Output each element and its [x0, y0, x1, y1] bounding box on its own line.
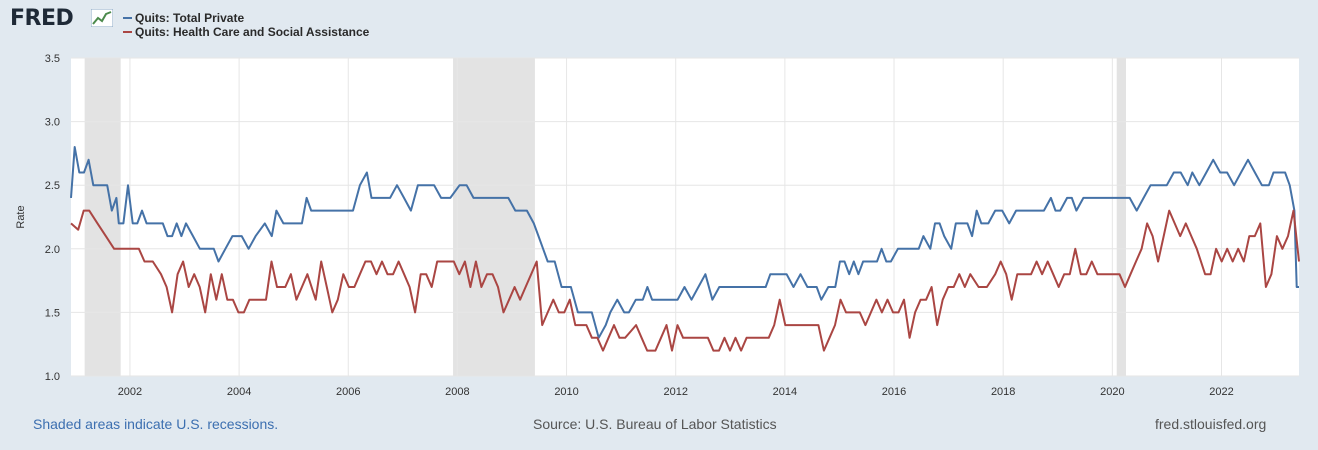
chart-legend: Quits: Total Private Quits: Health Care … — [123, 11, 369, 39]
legend-label-total-private: Quits: Total Private — [135, 11, 245, 25]
line-chart[interactable]: 1.01.52.02.53.03.5 2002 2004 2006 2008 2010 2… — [0, 0, 1318, 410]
source-text: Source: U.S. Bureau of Labor Statistics — [533, 416, 777, 432]
y-tick-label-3: 2.5 — [45, 180, 60, 192]
y-tick-label-4: 3.0 — [45, 117, 60, 129]
legend-swatch-total-private — [123, 17, 132, 19]
legend-label-health-care: Quits: Health Care and Social Assistance — [135, 25, 370, 39]
x-tick-label-9: 2020 — [1100, 386, 1124, 398]
x-tick-labels: 2002 2004 2006 2008 2010 2012 2014 2016 2018 2020… — [118, 386, 1234, 398]
y-axis-label: Rate — [15, 205, 27, 228]
site-link[interactable]: fred.stlouisfed.org — [1155, 416, 1267, 432]
legend-item-health-care[interactable]: Quits: Health Care and Social Assistance — [123, 25, 369, 39]
x-tick-label-4: 2010 — [554, 386, 578, 398]
series-line-0[interactable] — [70, 146, 1299, 339]
x-tick-label-5: 2012 — [663, 386, 687, 398]
fred-logo[interactable]: FRED — [10, 6, 74, 31]
x-tick-label-10: 2022 — [1209, 386, 1233, 398]
legend-swatch-health-care — [123, 31, 132, 33]
y-tick-label-1: 1.5 — [45, 307, 60, 319]
fred-logo-graph-icon — [91, 9, 113, 27]
x-tick-label-7: 2016 — [882, 386, 906, 398]
legend-item-total-private[interactable]: Quits: Total Private — [123, 11, 369, 25]
chart-footer: Shaded areas indicate U.S. recessions. S… — [0, 416, 1318, 436]
y-tick-label-5: 3.5 — [45, 53, 60, 65]
recession-band-1 — [453, 58, 535, 376]
x-tick-label-1: 2004 — [227, 386, 251, 398]
y-tick-labels: 1.0 1.5 2.0 2.5 3.0 3.5 — [45, 53, 60, 383]
recession-band-0 — [84, 58, 121, 376]
recession-note-link[interactable]: Shaded areas indicate U.S. recessions. — [33, 416, 279, 432]
x-tick-label-3: 2008 — [445, 386, 469, 398]
x-tick-label-2: 2006 — [336, 386, 360, 398]
y-tick-label-0: 1.0 — [45, 371, 60, 383]
series-lines — [70, 146, 1300, 352]
x-tick-label-6: 2014 — [773, 386, 797, 398]
recession-band-2 — [1116, 58, 1126, 376]
series-line-1[interactable] — [70, 209, 1300, 352]
y-tick-label-2: 2.0 — [45, 244, 60, 256]
x-tick-label-0: 2002 — [118, 386, 142, 398]
chart-header: FRED Quits: Total Private Quits: Health … — [0, 0, 1318, 50]
recession-shading — [84, 58, 1126, 376]
plot-area — [71, 58, 1299, 376]
x-tick-label-8: 2018 — [991, 386, 1015, 398]
